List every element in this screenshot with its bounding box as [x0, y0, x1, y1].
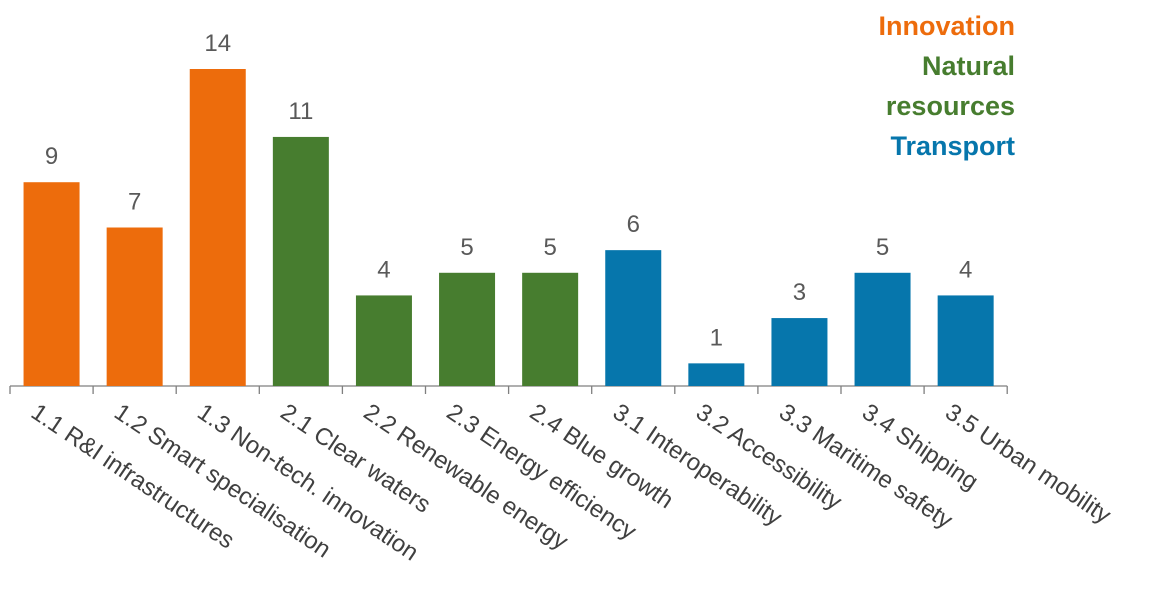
bar [23, 182, 80, 386]
data-label: 9 [45, 143, 58, 170]
data-label: 1 [710, 324, 723, 351]
legend-innovation-label: Innovation [878, 11, 1016, 41]
legend-natural-label-line1: Natural [921, 51, 1015, 81]
legend-natural-resources: Natural resources [879, 46, 1015, 126]
legend: Innovation Natural resources Transport [879, 6, 1016, 166]
bar [522, 272, 579, 386]
data-label: 5 [460, 234, 473, 261]
bar [605, 250, 662, 386]
legend-natural-label-line2: resources [885, 91, 1015, 121]
bar [937, 295, 994, 386]
bar [439, 272, 496, 386]
data-label: 6 [627, 211, 640, 238]
legend-innovation: Innovation [879, 6, 1016, 46]
data-label: 5 [876, 234, 889, 261]
bar [272, 136, 329, 386]
bar [854, 272, 911, 386]
data-label: 4 [959, 256, 972, 283]
legend-transport-label: Transport [890, 131, 1015, 161]
bar [189, 69, 246, 386]
legend-transport: Transport [879, 126, 1015, 166]
data-label: 7 [128, 189, 141, 216]
bar [688, 363, 745, 386]
data-label: 3 [793, 279, 806, 306]
data-label: 11 [288, 98, 313, 125]
bar [771, 318, 828, 386]
data-label: 5 [543, 234, 556, 261]
bar [106, 227, 163, 386]
data-label: 4 [377, 256, 390, 283]
data-label: 14 [204, 30, 231, 57]
bar [355, 295, 412, 386]
